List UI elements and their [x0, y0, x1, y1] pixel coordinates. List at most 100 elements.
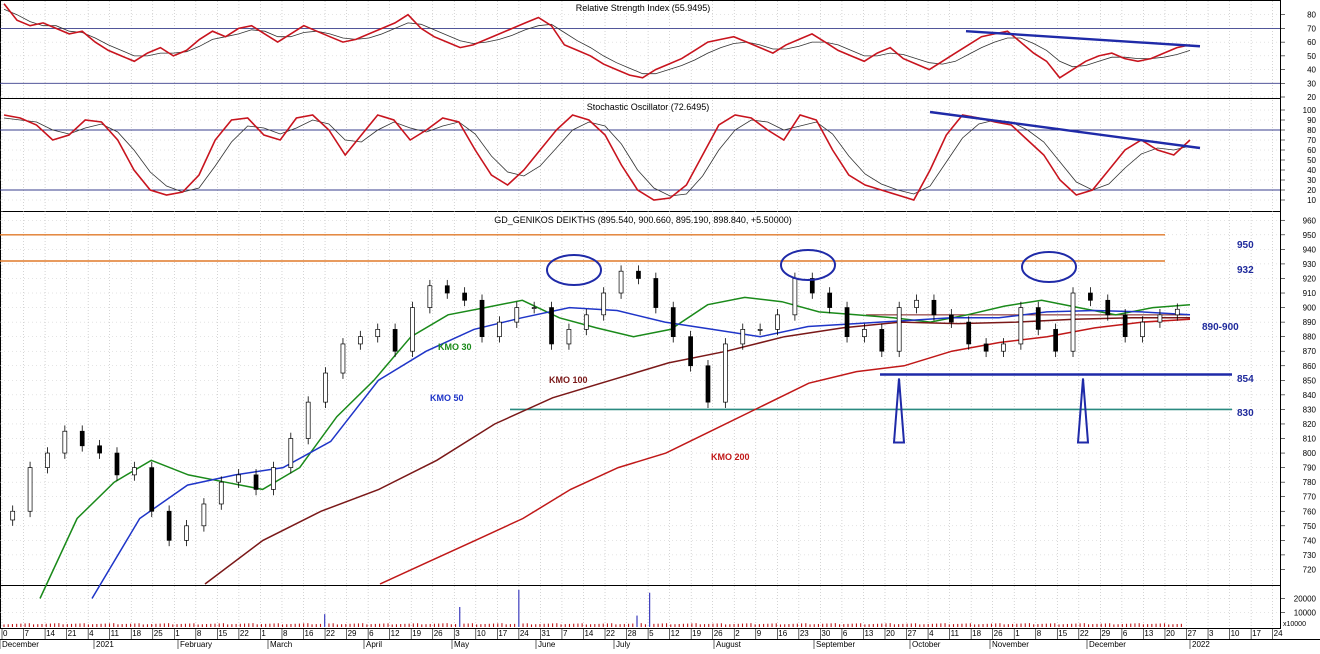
candle-body	[757, 329, 763, 331]
x-axis-day-label: 11	[951, 629, 960, 638]
candle-body	[896, 307, 902, 352]
candle-body	[62, 430, 68, 454]
candle-body	[1001, 343, 1006, 352]
rsi-signal-line	[3, 8, 1191, 75]
x-axis-day-label: 5	[649, 629, 654, 638]
x-axis-month-label: 2021	[96, 640, 114, 649]
x-axis-day-label: 13	[1144, 629, 1153, 638]
x-axis-day-label: 11	[111, 629, 120, 638]
y-axis-tick-label: 10	[1307, 196, 1316, 205]
x-axis-month-label: February	[180, 640, 212, 649]
x-axis-day-label: 23	[800, 629, 809, 638]
x-axis-day-label: 26	[434, 629, 443, 638]
y-axis-tick-label: 870	[1303, 347, 1317, 356]
candle-body	[97, 445, 102, 454]
x-axis-day-label: 8	[283, 629, 288, 638]
candle-body	[966, 321, 972, 345]
candle-body	[931, 299, 937, 316]
x-axis-day-label: 24	[1274, 629, 1283, 638]
y-axis-tick-label: 60	[1307, 146, 1316, 155]
x-axis-day-label: 1	[175, 629, 180, 638]
volume-panel	[0, 585, 1281, 629]
y-axis-tick-label: 930	[1303, 260, 1317, 269]
rsi-title: Relative Strength Index (55.9495)	[576, 3, 711, 13]
x-axis-month-label: September	[816, 640, 855, 649]
candle-body	[1140, 321, 1145, 338]
x-axis-day-label: 27	[1188, 629, 1197, 638]
candle-body	[271, 467, 276, 490]
candle-body	[79, 430, 85, 447]
y-axis-tick-label: 30	[1307, 79, 1316, 88]
x-axis-day-label: 3	[455, 629, 460, 638]
candle-body	[323, 372, 328, 403]
y-axis-tick-label: 840	[1303, 391, 1317, 400]
ma-line-kmo-200	[379, 318, 1191, 585]
y-axis-tick-label: 50	[1307, 52, 1316, 61]
x-axis-day-label: 10	[1231, 629, 1240, 638]
x-axis-day-label: 31	[541, 629, 550, 638]
x-axis-day-label: 26	[994, 629, 1003, 638]
candle-body	[1174, 308, 1180, 316]
x-axis-month-label: June	[538, 640, 556, 649]
candle-body	[305, 401, 311, 439]
y-axis-tick-label: 790	[1303, 464, 1317, 473]
candle-body	[1157, 314, 1163, 323]
ma-label-kmo200: KMO 200	[711, 452, 750, 462]
y-axis-tick-label: 70	[1307, 136, 1316, 145]
peak-ellipse	[1021, 251, 1077, 283]
candle-body	[184, 525, 189, 541]
candle-body	[583, 314, 589, 330]
y-axis-tick-label: 950	[1303, 231, 1317, 240]
x-axis-day-label: 4	[89, 629, 94, 638]
x-axis-day-label: 17	[498, 629, 507, 638]
y-axis-tick-label: 920	[1303, 274, 1317, 283]
y-axis-tick-label: 780	[1303, 478, 1317, 487]
price-title: GD_GENIKOS DEIKTHS (895.540, 900.660, 89…	[494, 215, 791, 225]
y-axis-tick-label: 800	[1303, 449, 1317, 458]
x-axis-day-label: 25	[154, 629, 163, 638]
x-axis-day-label: 18	[132, 629, 141, 638]
candle-body	[427, 285, 433, 308]
x-axis-day-label: 16	[778, 629, 787, 638]
stoch-title: Stochastic Oscillator (72.6495)	[587, 102, 710, 112]
candle-body	[340, 343, 346, 374]
y-axis-tick-label: 860	[1303, 362, 1317, 371]
x-axis-day-label: 1	[1015, 629, 1020, 638]
x-axis-month-label: March	[270, 640, 292, 649]
x-axis-month-label: July	[616, 640, 630, 649]
y-axis-tick-label: 740	[1303, 536, 1317, 545]
x-axis-day-label: 22	[606, 629, 615, 638]
x-axis-day-label: 9	[757, 629, 762, 638]
stoch-series	[0, 110, 1280, 201]
y-axis-tick-label: 40	[1307, 66, 1316, 75]
x-axis-day-label: 30	[821, 629, 830, 638]
x-axis-day-label: 29	[348, 629, 357, 638]
x-axis-month-label: April	[366, 640, 382, 649]
ma-line-kmo-30	[39, 296, 1191, 599]
candle-body	[531, 307, 537, 309]
y-axis-tick-label: 940	[1303, 245, 1317, 254]
x-axis-day-label: 22	[326, 629, 335, 638]
candle-body	[705, 365, 711, 403]
x-axis-day-label: 8	[197, 629, 202, 638]
candle-body	[201, 503, 207, 527]
axis-labels: 8070605040302010090807060504030201096095…	[1280, 11, 1317, 618]
candle-body	[132, 467, 137, 476]
candle-body	[357, 336, 363, 345]
rsi-main-line	[3, 3, 1191, 79]
x-axis-month-label: December	[2, 640, 39, 649]
x-axis-day-label: 27	[908, 629, 917, 638]
candle-body	[827, 292, 833, 308]
level-label-950: 950	[1237, 240, 1254, 251]
volume-unit-label: x10000	[1283, 621, 1306, 628]
candle-body	[688, 336, 693, 367]
candle-body	[914, 299, 919, 308]
x-axis-day-label: 6	[843, 629, 848, 638]
vertical-gridlines	[1, 1, 1273, 628]
candle-body	[1053, 329, 1058, 352]
x-axis-day-label: 12	[671, 629, 680, 638]
x-axis-day-label: 15	[1058, 629, 1067, 638]
x-axis-day-label: 4	[929, 629, 934, 638]
y-axis-tick-label: 910	[1303, 289, 1317, 298]
x-axis-day-label: 19	[412, 629, 421, 638]
